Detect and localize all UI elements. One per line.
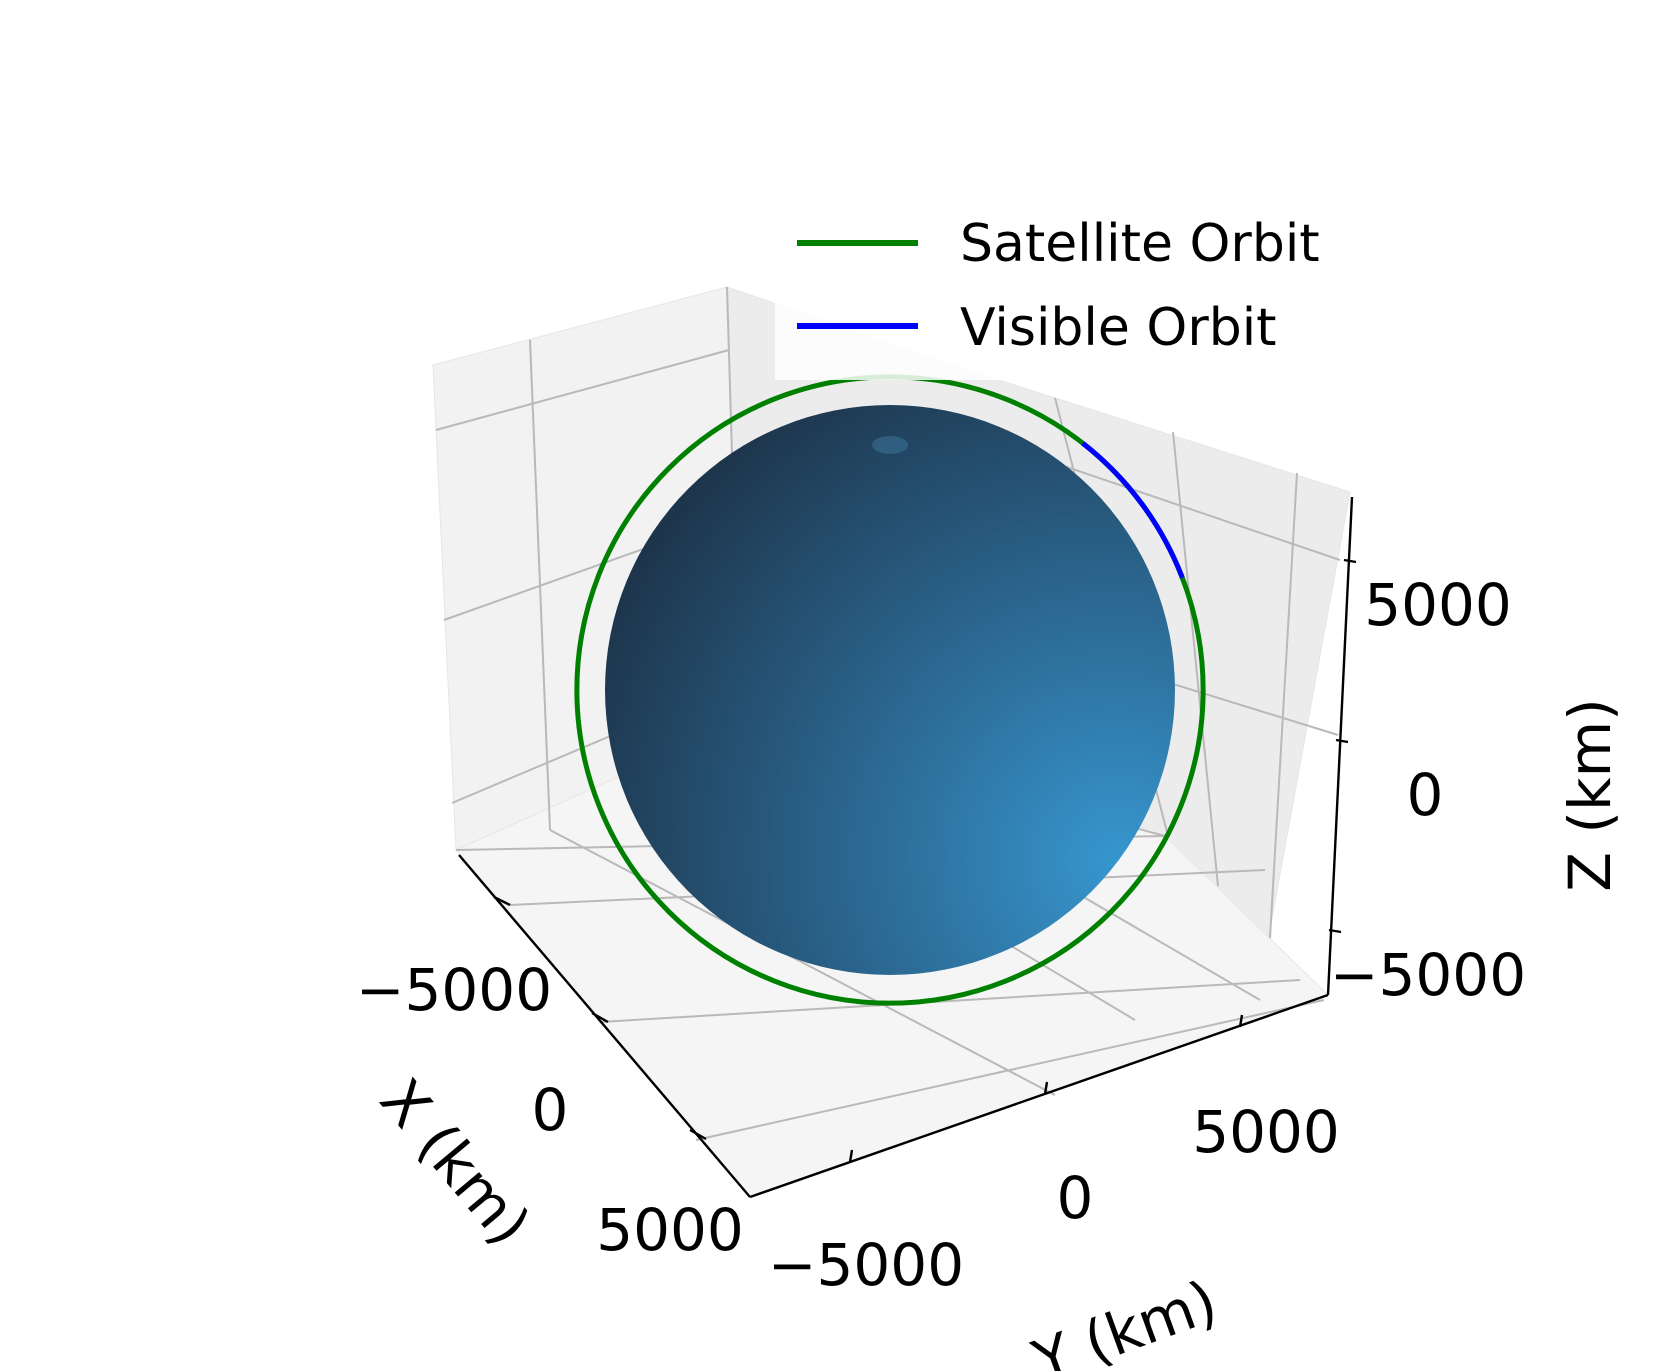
y-axis-line xyxy=(749,993,1329,1199)
x-axis-label: X (km) xyxy=(367,1066,543,1258)
legend: Satellite Orbit Visible Orbit xyxy=(775,195,1373,380)
x-tick-mark-5000 xyxy=(689,1128,707,1141)
series-visible-orbit-line xyxy=(1081,441,1185,579)
x-tick-label-0: 0 xyxy=(532,1076,569,1144)
series-satellite-orbit-line xyxy=(574,374,1206,1006)
z-axis-label: Z (km) xyxy=(1556,698,1624,892)
z-tick-label-5000: 5000 xyxy=(1364,571,1512,639)
z-tick-label-neg5000: −5000 xyxy=(1330,941,1526,1009)
z-tick-mark-5000 xyxy=(1343,558,1357,564)
tick-marks xyxy=(493,558,1357,1163)
earth-sphere xyxy=(605,405,1175,975)
z-tick-mark-0 xyxy=(1335,738,1349,744)
sphere-pole-highlight xyxy=(872,436,908,454)
x-axis-line xyxy=(458,854,751,1198)
legend-box xyxy=(775,195,1373,380)
y-tick-mark-5000 xyxy=(1238,1014,1244,1028)
y-tick-mark-neg5000 xyxy=(848,1149,854,1163)
z-axis-line xyxy=(1326,496,1354,996)
y-axis-label: Y (km) xyxy=(1024,1267,1226,1371)
legend-label-visible-orbit: Visible Orbit xyxy=(960,298,1277,358)
x-tick-label-neg5000: −5000 xyxy=(356,956,552,1024)
z-tick-mark-neg5000 xyxy=(1328,928,1342,934)
x-tick-mark-0 xyxy=(591,1011,609,1024)
x-tick-mark-neg5000 xyxy=(493,895,511,907)
y-tick-mark-0 xyxy=(1043,1081,1049,1095)
y-tick-label-neg5000: −5000 xyxy=(768,1231,964,1299)
tick-labels: −5000 0 5000 −5000 0 5000 5000 0 −5000 xyxy=(356,571,1526,1299)
y-tick-label-5000: 5000 xyxy=(1192,1098,1340,1166)
axis-lines xyxy=(458,496,1354,1199)
z-tick-label-0: 0 xyxy=(1407,761,1444,829)
legend-label-satellite-orbit: Satellite Orbit xyxy=(960,214,1320,274)
x-tick-label-5000: 5000 xyxy=(596,1196,744,1264)
y-tick-label-0: 0 xyxy=(1057,1164,1094,1232)
